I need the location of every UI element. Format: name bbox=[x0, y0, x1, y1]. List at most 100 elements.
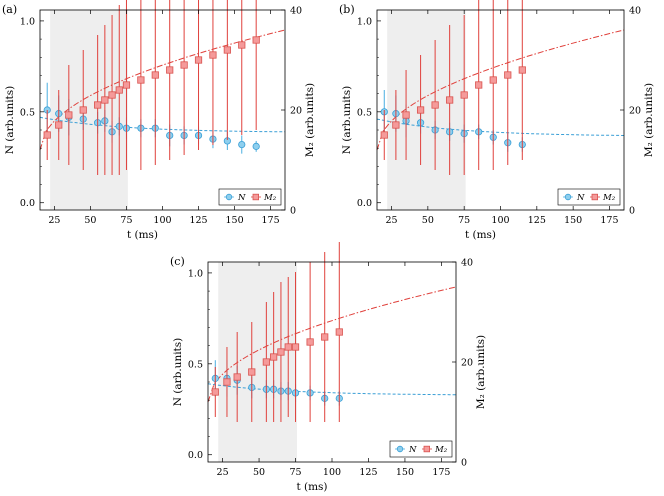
m2-data-point bbox=[223, 46, 231, 54]
m2-data-point bbox=[194, 56, 203, 64]
x-tick-label: 50 bbox=[422, 215, 434, 226]
legend-box bbox=[389, 440, 453, 458]
m2-data-point bbox=[446, 96, 454, 104]
x-axis-label: t (ms) bbox=[465, 229, 496, 241]
m2-data-point bbox=[248, 368, 256, 376]
panel-label: (b) bbox=[339, 3, 355, 16]
x-tick-label: 25 bbox=[385, 215, 397, 226]
m2-data-point bbox=[122, 81, 131, 89]
m2-fit-curve bbox=[376, 29, 625, 151]
m2-data-point bbox=[270, 353, 278, 361]
m2-data-point bbox=[402, 111, 410, 119]
m2-data-point bbox=[475, 81, 483, 89]
chart-panel-3: 25 50 75 100 125 150 175 0.0 0.5 1.0 0 20 40 t (ms) N … bbox=[170, 242, 487, 493]
legend-n-label: N bbox=[576, 193, 585, 203]
x-tick-label: 75 bbox=[289, 467, 301, 478]
shaded-region bbox=[387, 10, 466, 210]
m2-data-point bbox=[55, 121, 63, 129]
m2-fit-curve bbox=[207, 286, 457, 403]
m2-data-point bbox=[209, 51, 217, 59]
right-y-axis-label: M₂ (arb.units) bbox=[643, 83, 655, 157]
x-tick-label: 100 bbox=[323, 467, 341, 478]
m2-data-point bbox=[252, 36, 260, 44]
left-y-tick-label: 0.0 bbox=[357, 198, 372, 209]
m2-data-point bbox=[211, 388, 219, 396]
m2-data-point bbox=[431, 101, 439, 109]
m2-data-point bbox=[180, 61, 188, 69]
n-fit-curve bbox=[39, 116, 285, 133]
x-tick-label: 150 bbox=[396, 467, 414, 478]
m2-data-point bbox=[291, 343, 300, 351]
legend-n-marker bbox=[225, 193, 233, 201]
right-y-tick-label: 0 bbox=[629, 206, 635, 217]
right-y-tick-label: 40 bbox=[290, 6, 302, 17]
panel-label: (a) bbox=[2, 3, 17, 16]
m2-data-point bbox=[262, 358, 270, 366]
m2-data-point bbox=[151, 71, 159, 79]
m2-data-point bbox=[94, 101, 102, 109]
left-y-tick-label: 0.0 bbox=[20, 198, 35, 209]
x-tick-label: 175 bbox=[262, 215, 280, 226]
x-tick-label: 25 bbox=[217, 467, 229, 478]
left-y-tick-label: 0.5 bbox=[20, 107, 35, 118]
left-y-tick-label: 1.0 bbox=[357, 16, 372, 27]
m2-data-point bbox=[108, 91, 116, 99]
x-tick-label: 125 bbox=[359, 467, 377, 478]
right-y-tick-label: 20 bbox=[629, 106, 641, 117]
legend-n-marker bbox=[396, 445, 404, 453]
right-y-axis-label: M₂ (arb.units) bbox=[475, 335, 487, 409]
m2-fit-curve bbox=[39, 29, 286, 151]
m2-data-point bbox=[137, 76, 145, 84]
legend-box bbox=[557, 188, 621, 206]
m2-data-point bbox=[238, 41, 246, 49]
legend: N M₂ bbox=[218, 188, 282, 206]
left-y-axis-label: N (arb.units) bbox=[4, 86, 16, 155]
x-tick-label: 100 bbox=[153, 215, 171, 226]
right-y-tick-label: 0 bbox=[290, 206, 296, 217]
left-y-axis-label: N (arb.units) bbox=[172, 338, 184, 407]
x-tick-label: 150 bbox=[225, 215, 243, 226]
m2-data-point bbox=[233, 373, 241, 381]
x-tick-label: 75 bbox=[458, 215, 470, 226]
right-y-tick-label: 20 bbox=[461, 358, 473, 369]
right-y-tick-label: 40 bbox=[629, 6, 641, 17]
m2-data-point bbox=[284, 343, 292, 351]
right-y-axis-label: M₂ (arb.units) bbox=[304, 83, 316, 157]
x-tick-label: 50 bbox=[84, 215, 96, 226]
n-data-point bbox=[252, 142, 260, 150]
legend-m2-marker bbox=[591, 193, 598, 201]
m2-data-point bbox=[223, 378, 231, 386]
legend-n-label: N bbox=[237, 193, 246, 203]
x-axis-label: t (ms) bbox=[296, 481, 327, 493]
m2-data-point bbox=[518, 66, 526, 74]
m2-data-point bbox=[115, 86, 123, 94]
m2-data-point bbox=[101, 96, 109, 104]
m2-data-point bbox=[277, 348, 285, 356]
x-tick-label: 75 bbox=[120, 215, 132, 226]
legend-m2-label: M₂ bbox=[602, 193, 616, 203]
x-tick-label: 175 bbox=[432, 467, 450, 478]
m2-data-point bbox=[79, 106, 87, 114]
m2-data-point bbox=[416, 106, 425, 114]
m2-data-point bbox=[392, 121, 400, 129]
legend-m2-marker bbox=[423, 445, 430, 453]
right-y-tick-label: 40 bbox=[461, 258, 473, 269]
m2-data-point bbox=[460, 91, 468, 99]
shaded-region bbox=[218, 262, 297, 462]
shaded-region bbox=[50, 10, 128, 210]
n-data-point bbox=[238, 140, 246, 149]
x-tick-label: 25 bbox=[48, 215, 60, 226]
legend-box bbox=[218, 188, 282, 206]
m2-data-point bbox=[65, 111, 73, 119]
legend-m2-marker bbox=[252, 193, 259, 201]
legend-n-label: N bbox=[408, 445, 417, 455]
legend-m2-label: M₂ bbox=[263, 193, 277, 203]
x-tick-label: 125 bbox=[528, 215, 546, 226]
x-tick-label: 100 bbox=[491, 215, 509, 226]
m2-data-point bbox=[43, 131, 51, 139]
x-tick-label: 150 bbox=[564, 215, 582, 226]
legend-m2-label: M₂ bbox=[434, 445, 448, 455]
m2-data-point bbox=[306, 338, 314, 346]
legend: N M₂ bbox=[389, 440, 453, 458]
